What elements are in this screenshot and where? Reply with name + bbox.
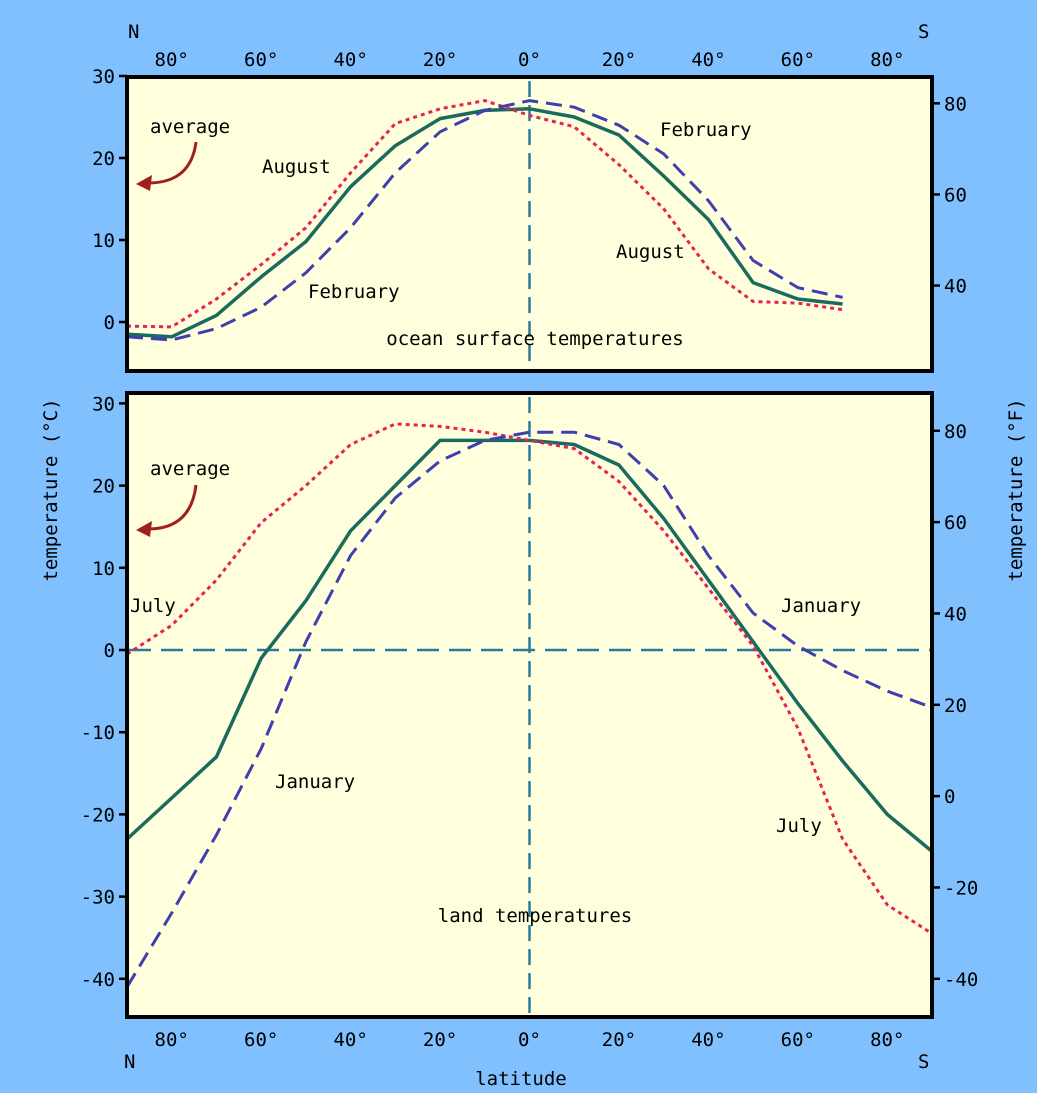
y-tick-label-f: -40 bbox=[944, 969, 978, 991]
x-tick-labels-top: 80° 60° 40° 20° 0° 20° 40° 60° 80° bbox=[155, 49, 905, 71]
y-tick-label-c: -10 bbox=[81, 722, 115, 744]
y-tick-label-f: 60 bbox=[944, 184, 967, 206]
x-tick-label: 80° bbox=[870, 1029, 904, 1051]
y-tick-label-f: 40 bbox=[944, 276, 967, 298]
x-tick-label: 60° bbox=[244, 1029, 278, 1051]
x-tick-label: 60° bbox=[781, 49, 815, 71]
x-tick-label: 20° bbox=[602, 49, 636, 71]
y-tick-label-f: -20 bbox=[944, 877, 978, 899]
annotation-red-south: August bbox=[616, 241, 685, 263]
annotation-average: average bbox=[150, 458, 230, 480]
x-tick-label: 40° bbox=[333, 1029, 367, 1051]
annotation-average: average bbox=[150, 116, 230, 138]
x-tick-label: 0° bbox=[518, 49, 541, 71]
y-tick-label-c: -30 bbox=[81, 887, 115, 909]
y-tick-label-c: 0 bbox=[104, 312, 115, 334]
y-tick-label-c: 30 bbox=[92, 393, 115, 415]
y-tick-label-c: 10 bbox=[92, 558, 115, 580]
annotation-red: August bbox=[262, 156, 331, 178]
series-line-average bbox=[127, 438, 932, 853]
x-tick-label: 60° bbox=[244, 49, 278, 71]
annotation-red: July bbox=[130, 595, 176, 617]
x-tick-label: 20° bbox=[602, 1029, 636, 1051]
y-tick-label-f: 0 bbox=[944, 786, 955, 808]
top-right-pole-label: S bbox=[918, 21, 929, 43]
bottom-right-pole-label: S bbox=[918, 1051, 929, 1073]
y-tick-label-f: 80 bbox=[944, 93, 967, 115]
panel-title: land temperatures bbox=[438, 905, 632, 927]
top-left-pole-label: N bbox=[128, 21, 139, 43]
series-line-august bbox=[127, 99, 843, 329]
x-tick-label: 80° bbox=[870, 49, 904, 71]
x-tick-label: 0° bbox=[518, 1029, 541, 1051]
y-tick-label-c: 30 bbox=[92, 66, 115, 88]
y-tick-label-c: -20 bbox=[81, 804, 115, 826]
y-tick-label-c: -40 bbox=[81, 969, 115, 991]
panel-title: ocean surface temperatures bbox=[386, 328, 683, 350]
annotation-blue: January bbox=[275, 771, 355, 793]
annotation-red-south: July bbox=[776, 815, 822, 837]
average-arrow bbox=[149, 484, 198, 531]
x-tick-label: 60° bbox=[781, 1029, 815, 1051]
y-tick-label-c: 10 bbox=[92, 230, 115, 252]
bottom-left-pole-label: N bbox=[124, 1051, 135, 1073]
y-axis-label-right: temperature (°F) bbox=[1005, 398, 1027, 581]
x-tick-label: 40° bbox=[691, 49, 725, 71]
plot-frame bbox=[125, 75, 934, 373]
annotation-blue: February bbox=[308, 281, 400, 303]
series-line-january bbox=[127, 430, 932, 988]
x-tick-label: 20° bbox=[423, 1029, 457, 1051]
series-line-february bbox=[127, 99, 843, 342]
x-tick-label: 40° bbox=[691, 1029, 725, 1051]
x-tick-label: 80° bbox=[155, 1029, 189, 1051]
land-panel: 30 20 10 0 -10 -20 -30 -40 80 60 40 20 0 -20 -40 averag… bbox=[81, 391, 978, 1019]
arrow-head-icon bbox=[136, 175, 152, 191]
y-tick-label-c: 0 bbox=[104, 640, 115, 662]
average-arrow bbox=[149, 141, 198, 185]
annotation-blue-south: February bbox=[660, 119, 752, 141]
x-tick-label: 40° bbox=[333, 49, 367, 71]
y-tick-label-c: 20 bbox=[92, 148, 115, 170]
y-tick-label-c: 20 bbox=[92, 476, 115, 498]
y-axis-label-left: temperature (°C) bbox=[40, 398, 62, 581]
x-tick-labels-bottom: 80° 60° 40° 20° 0° 20° 40° 60° 80° bbox=[155, 1029, 905, 1051]
x-tick-label: 20° bbox=[423, 49, 457, 71]
ocean-panel: 3020100806040averageAugustFebruaryFebrua… bbox=[92, 66, 967, 373]
annotation-blue-south: January bbox=[781, 595, 861, 617]
y-tick-label-f: 60 bbox=[944, 512, 967, 534]
y-tick-label-f: 80 bbox=[944, 421, 967, 443]
y-tick-label-f: 40 bbox=[944, 603, 967, 625]
series-line-july bbox=[127, 422, 932, 935]
y-tick-label-f: 20 bbox=[944, 695, 967, 717]
x-axis-label: latitude bbox=[475, 1068, 567, 1090]
x-tick-label: 80° bbox=[155, 49, 189, 71]
arrow-head-icon bbox=[136, 521, 152, 537]
